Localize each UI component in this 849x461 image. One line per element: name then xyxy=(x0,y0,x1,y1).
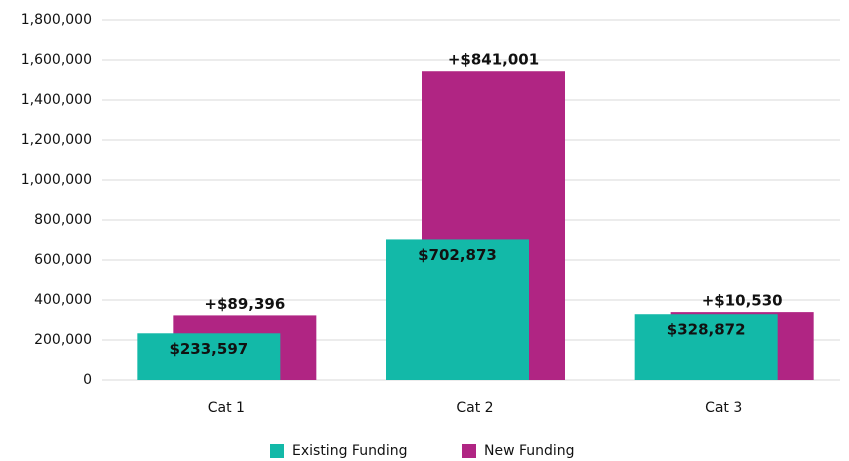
x-tick-label: Cat 2 xyxy=(456,400,493,416)
bar xyxy=(386,239,529,380)
data-label: $328,872 xyxy=(667,321,746,339)
y-tick-label: 1,000,000 xyxy=(21,172,92,188)
y-tick-label: 1,200,000 xyxy=(21,132,92,148)
data-label: +$89,396 xyxy=(204,295,285,313)
y-tick-label: 600,000 xyxy=(34,252,92,268)
legend-swatch xyxy=(270,444,284,458)
data-label: $233,597 xyxy=(169,340,248,358)
y-tick-label: 0 xyxy=(83,372,92,388)
y-tick-label: 400,000 xyxy=(34,292,92,308)
y-tick-label: 1,600,000 xyxy=(21,52,92,68)
legend-swatch xyxy=(462,444,476,458)
y-tick-label: 800,000 xyxy=(34,212,92,228)
x-tick-label: Cat 3 xyxy=(705,400,742,416)
x-tick-label: Cat 1 xyxy=(208,400,245,416)
data-label: +$841,001 xyxy=(448,51,539,69)
y-tick-label: 1,400,000 xyxy=(21,92,92,108)
data-label: $702,873 xyxy=(418,246,497,264)
bar xyxy=(634,314,778,380)
legend-label: New Funding xyxy=(484,443,575,459)
y-tick-label: 200,000 xyxy=(34,332,92,348)
bar xyxy=(137,333,281,380)
data-label: +$10,530 xyxy=(702,292,783,310)
y-tick-label: 1,800,000 xyxy=(21,12,92,28)
legend-label: Existing Funding xyxy=(292,443,407,459)
